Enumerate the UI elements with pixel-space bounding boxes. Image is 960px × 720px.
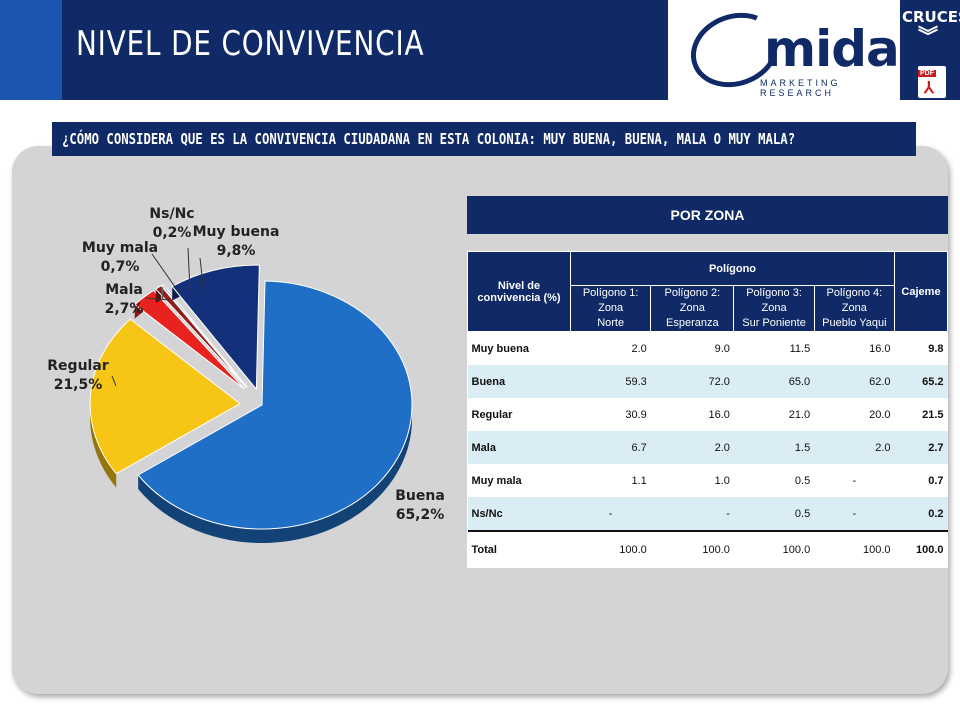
table-cell: - <box>570 497 651 531</box>
table-cell: 65.0 <box>733 365 815 398</box>
total-cell: 0.7 <box>928 474 944 487</box>
column-header-line: Sur Poniente <box>742 317 806 329</box>
table-cell: 16.0 <box>708 408 730 421</box>
group-header: Polígono <box>570 251 895 286</box>
table-cell: 100.0 <box>814 530 895 568</box>
question-text: ¿CÓMO CONSIDERA QUE ES LA CONVIVENCIA CI… <box>62 130 796 148</box>
column-header-line: Polígono 3: Zona <box>746 287 802 314</box>
table-cell: 1.1 <box>631 474 647 487</box>
table-cell: 100.0 <box>733 530 815 568</box>
row-header: Nivel de convivencia (%) <box>467 251 571 332</box>
total-cell: 21.5 <box>922 408 944 421</box>
question-banner: ¿CÓMO CONSIDERA QUE ES LA CONVIVENCIA CI… <box>52 122 916 156</box>
row-label: Total <box>467 530 571 568</box>
table-cell: 30.9 <box>625 408 647 421</box>
total-cell: 9.8 <box>928 342 944 355</box>
row-label: Ns/Nc <box>467 497 571 531</box>
cruces-link[interactable]: CRUCES <box>902 8 960 26</box>
table-row: Regular 30.9 16.0 21.0 20.0 21.5 <box>468 398 948 431</box>
total-cell: 0.2 <box>894 497 948 531</box>
table-cell: 62.0 <box>814 365 895 398</box>
table-cell: 1.5 <box>733 431 815 464</box>
table-cell: 9.0 <box>714 342 730 355</box>
total-header: Cajeme <box>894 251 948 332</box>
table-cell: 72.0 <box>650 365 734 398</box>
total-cell: 65.2 <box>894 365 948 398</box>
table-cell: 16.0 <box>869 342 891 355</box>
table-row: Muy mala 1.1 1.0 0.5 - 0.7 <box>468 464 948 497</box>
column-header-line: Polígono 1: Zona <box>582 287 639 314</box>
pdf-tag: PDF <box>918 70 936 77</box>
table-row: Total 100.0 100.0 100.0 100.0 100.0 <box>467 530 948 568</box>
total-cell: 100.0 <box>894 530 948 568</box>
column-header: Polígono 3: Zona Sur Poniente <box>733 285 815 332</box>
row-label: Muy buena <box>471 342 529 355</box>
column-header: Polígono 2: Zona Esperanza <box>650 285 735 332</box>
table-cell: - <box>852 474 857 487</box>
company-logo: mida MARKETING RESEARCH <box>668 0 900 100</box>
acrobat-icon: ⅄ <box>924 80 934 97</box>
table-cell: 11.5 <box>789 342 811 355</box>
zone-table: Nivel de convivencia (%) Polígono Cajeme… <box>467 251 948 568</box>
logo-text: mida <box>764 20 900 78</box>
table-cell: 0.5 <box>794 474 811 487</box>
column-header-line: Esperanza <box>666 317 719 329</box>
table-cell: - <box>814 497 895 531</box>
row-label: Mala <box>467 431 571 464</box>
header-accent <box>0 0 62 100</box>
table-cell: 59.3 <box>570 365 651 398</box>
table-row: Mala 6.7 2.0 1.5 2.0 2.7 <box>467 431 948 464</box>
pdf-icon[interactable]: PDF ⅄ <box>918 66 946 98</box>
page-title: NIVEL DE CONVIVENCIA <box>76 24 425 64</box>
table-cell: - <box>650 497 734 531</box>
table-cell: 20.0 <box>869 408 891 421</box>
table-cell: 6.7 <box>570 431 651 464</box>
column-header: Polígono 4: Zona Pueblo Yaqui <box>813 285 896 332</box>
chevron-down-icon[interactable]: ︾ <box>918 26 938 48</box>
header-bar: NIVEL DE CONVIVENCIA mida MARKETING RESE… <box>0 0 960 100</box>
column-header-line: Polígono 4: Zona <box>826 287 883 314</box>
row-label: Buena <box>467 365 571 398</box>
row-label: Muy mala <box>471 474 522 487</box>
column-header-line: Pueblo Yaqui <box>822 317 887 329</box>
table-row: Ns/Nc - -0.5-0.2 <box>467 497 948 531</box>
logo-subtitle: MARKETING RESEARCH <box>760 78 841 98</box>
table-cell: 2.0 <box>814 431 895 464</box>
table-row: Muy buena 2.0 9.0 11.5 16.0 9.8 <box>468 332 948 366</box>
table-cell: 21.0 <box>788 408 811 421</box>
table-cell: 100.0 <box>650 530 734 568</box>
table-cell: 2.0 <box>650 431 734 464</box>
column-header-line: Polígono 2: Zona <box>664 287 721 314</box>
row-label: Regular <box>471 408 513 421</box>
column-header-line: Norte <box>597 317 625 329</box>
table-cell: 100.0 <box>570 530 651 568</box>
table-row: Buena 59.3 72.0 65.0 62.0 65.2 <box>467 365 948 398</box>
table-cell: 1.0 <box>714 474 730 487</box>
total-cell: 2.7 <box>894 431 948 464</box>
table-cell: 0.5 <box>733 497 815 531</box>
column-header: Polígono 1: Zona Norte <box>569 285 652 332</box>
table-cell: 2.0 <box>631 342 647 355</box>
table-title: POR ZONA <box>467 196 948 234</box>
